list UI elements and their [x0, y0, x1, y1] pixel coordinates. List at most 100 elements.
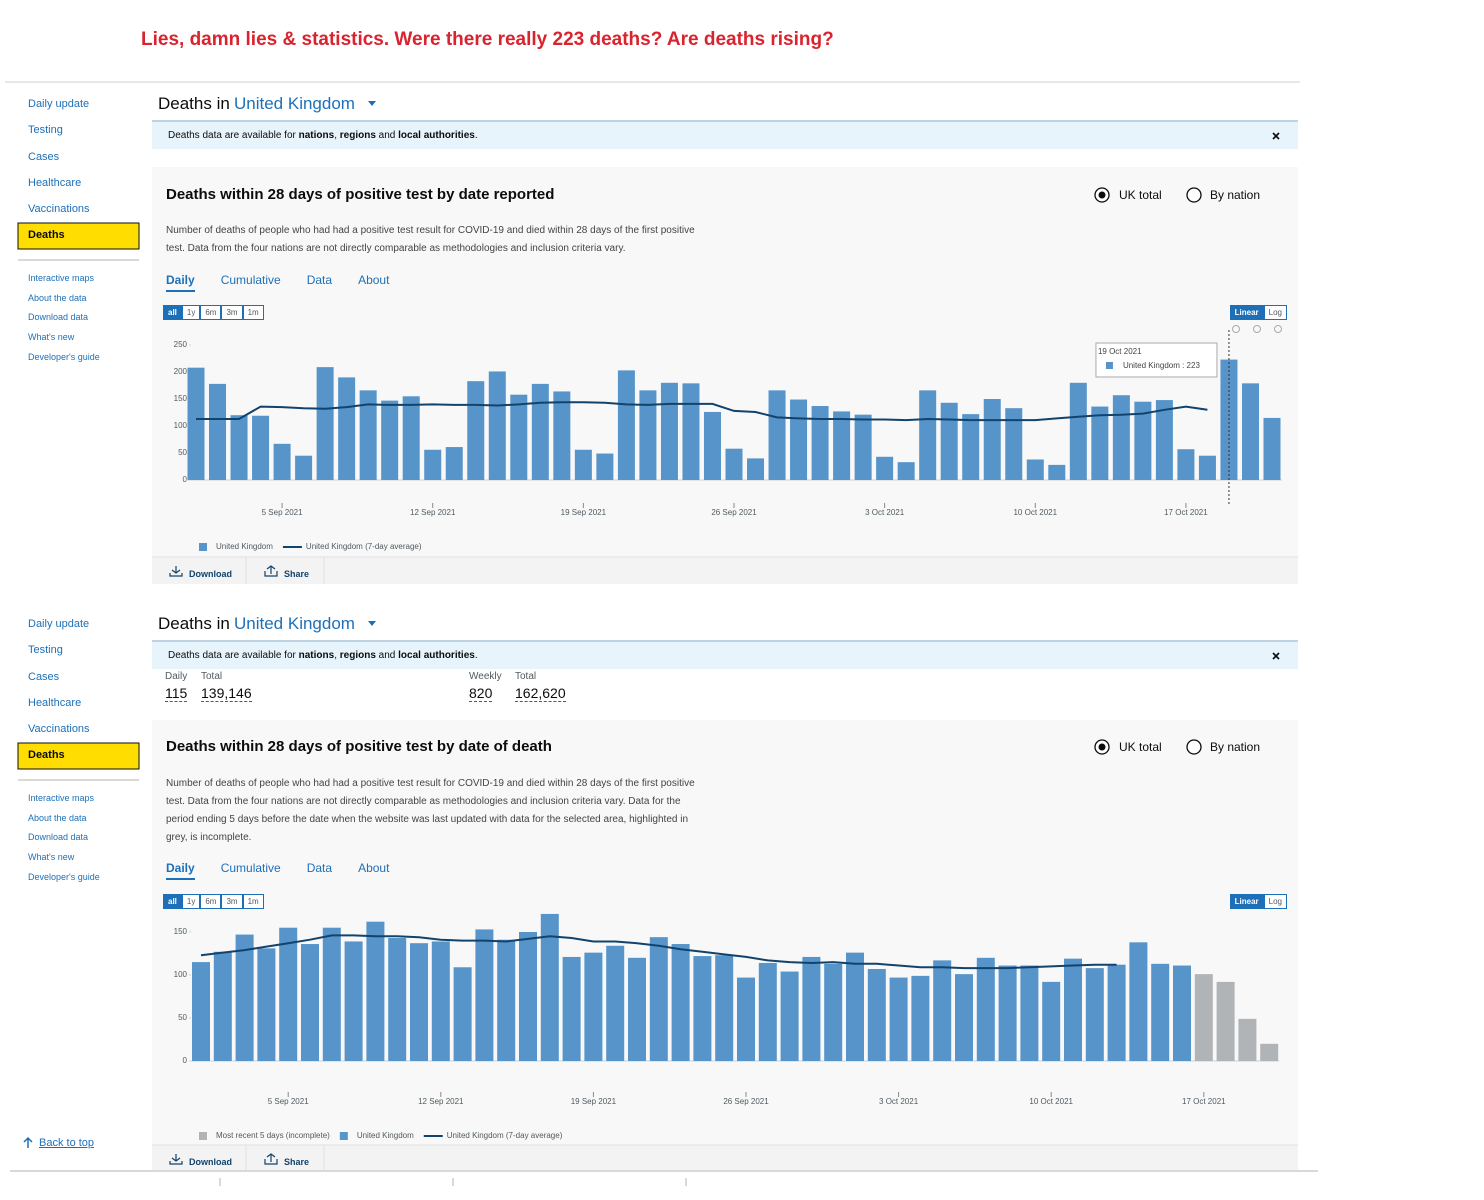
x-tick-label: 17 Oct 2021 — [1182, 1097, 1226, 1106]
banner-text: Deaths data are available for nations, r… — [168, 650, 478, 662]
bar — [889, 977, 908, 1061]
x-tick-label: 3 Oct 2021 — [865, 508, 905, 517]
range-button[interactable]: 1y — [181, 305, 201, 320]
range-button[interactable]: all — [163, 894, 182, 909]
nav-link[interactable]: Deaths — [28, 749, 65, 762]
nav-sub-link[interactable]: Interactive maps — [28, 792, 95, 803]
radio-label[interactable]: UK total — [1119, 739, 1162, 754]
close-icon — [1272, 652, 1280, 660]
action[interactable]: Download — [189, 1156, 232, 1167]
range-button[interactable]: 3m — [221, 894, 243, 909]
nav-sub-link[interactable]: Developer's guide — [28, 871, 100, 882]
nav-link[interactable]: Daily update — [28, 618, 90, 631]
legend-label: United Kingdom — [216, 542, 273, 551]
legend-label: United Kingdom (7-day average) — [306, 542, 422, 551]
bar — [445, 447, 463, 480]
bar — [1069, 382, 1087, 480]
bar — [553, 391, 571, 480]
scale-button[interactable]: Log — [1263, 305, 1287, 320]
nav-sub-link[interactable]: What's new — [28, 331, 75, 342]
radio-label[interactable]: By nation — [1210, 739, 1261, 754]
summary-value[interactable]: 115 — [165, 684, 188, 703]
radio — [1186, 739, 1202, 755]
x-tick-label: 3 Oct 2021 — [879, 1097, 919, 1106]
bar — [1155, 400, 1173, 480]
x-tick-label: 5 Sep 2021 — [268, 1097, 309, 1106]
scale-button[interactable]: Linear — [1229, 305, 1264, 320]
nav-link[interactable]: Daily update — [28, 98, 90, 111]
area-selector[interactable]: United Kingdom — [234, 93, 355, 113]
legend-label: Most recent 5 days (incomplete) — [216, 1131, 330, 1140]
nav-link[interactable]: Cases — [28, 671, 60, 684]
bar — [824, 963, 843, 1061]
range-button[interactable]: 1y — [181, 894, 201, 909]
range-button[interactable]: all — [163, 305, 182, 320]
area-selector[interactable]: United Kingdom — [234, 613, 355, 633]
download-icon — [169, 566, 183, 577]
nav-sub-link[interactable]: About the data — [28, 292, 87, 303]
back-to-top[interactable]: Back to top — [39, 1137, 95, 1150]
scale-button[interactable]: Log — [1263, 894, 1287, 909]
range-button[interactable]: 6m — [200, 305, 222, 320]
action[interactable]: Share — [284, 1156, 310, 1167]
range-button[interactable]: 6m — [200, 894, 222, 909]
nav-link[interactable]: Healthcare — [28, 177, 82, 190]
bar — [790, 399, 808, 480]
banner-part: local authorities — [398, 650, 475, 661]
tab[interactable]: Data — [306, 273, 333, 287]
bar — [758, 962, 777, 1061]
range-buttons: all 1y 6m 3m 1m — [163, 305, 264, 320]
bar — [209, 383, 227, 480]
nav-link[interactable]: Testing — [28, 644, 63, 657]
nav-link[interactable]: Cases — [28, 151, 60, 164]
banner — [152, 642, 1298, 669]
tab[interactable]: Daily — [166, 273, 195, 292]
banner-part: , — [334, 130, 340, 141]
nav-sub-link[interactable]: Interactive maps — [28, 272, 95, 283]
bar — [1134, 401, 1152, 480]
action[interactable]: Share — [284, 568, 310, 579]
tab[interactable]: Data — [306, 861, 333, 875]
banner-part: and — [375, 130, 399, 141]
nav-link[interactable]: Vaccinations — [28, 203, 90, 216]
tab[interactable]: Cumulative — [220, 861, 281, 875]
nav-link[interactable]: Deaths — [28, 229, 65, 242]
nav-link[interactable]: Vaccinations — [28, 723, 90, 736]
bar — [574, 449, 592, 480]
nav-link[interactable]: Healthcare — [28, 697, 82, 710]
bar — [606, 945, 625, 1061]
nav-sub-link[interactable]: About the data — [28, 812, 87, 823]
summary-value[interactable]: 162,620 — [515, 684, 566, 703]
tab[interactable]: About — [358, 273, 390, 287]
bar — [410, 943, 428, 1061]
scale-buttons: Linear Log — [1229, 305, 1287, 320]
tab[interactable]: Cumulative — [220, 273, 281, 287]
radio-label[interactable]: UK total — [1119, 187, 1162, 202]
summary-value[interactable]: 139,146 — [201, 684, 252, 703]
nav-sub-link[interactable]: Developer's guide — [28, 351, 100, 362]
nav-sub-link[interactable]: What's new — [28, 851, 75, 862]
scale-buttons: Linear Log — [1229, 894, 1287, 909]
range-button[interactable]: 1m — [242, 305, 264, 320]
description: period ending 5 days before the date whe… — [166, 814, 689, 825]
radio-label[interactable]: By nation — [1210, 187, 1261, 202]
nav-link[interactable]: Testing — [28, 124, 63, 137]
scale-button[interactable]: Linear — [1229, 894, 1264, 909]
bar — [940, 402, 958, 480]
bar — [584, 952, 603, 1061]
toolbar-icon — [1253, 325, 1261, 333]
summary-value[interactable]: 820 — [469, 684, 493, 703]
bar — [1151, 963, 1170, 1061]
bar — [475, 929, 494, 1061]
nav-sub-link[interactable]: Download data — [28, 311, 89, 322]
bar — [628, 957, 646, 1061]
nav-sub-link[interactable]: Download data — [28, 831, 89, 842]
tab[interactable]: Daily — [166, 861, 195, 880]
y-tick-label: 100 — [174, 421, 188, 430]
range-button[interactable]: 1m — [242, 894, 264, 909]
bar — [1238, 1018, 1257, 1061]
action[interactable]: Download — [189, 568, 232, 579]
range-button[interactable]: 3m — [221, 305, 243, 320]
tab[interactable]: About — [358, 861, 390, 875]
